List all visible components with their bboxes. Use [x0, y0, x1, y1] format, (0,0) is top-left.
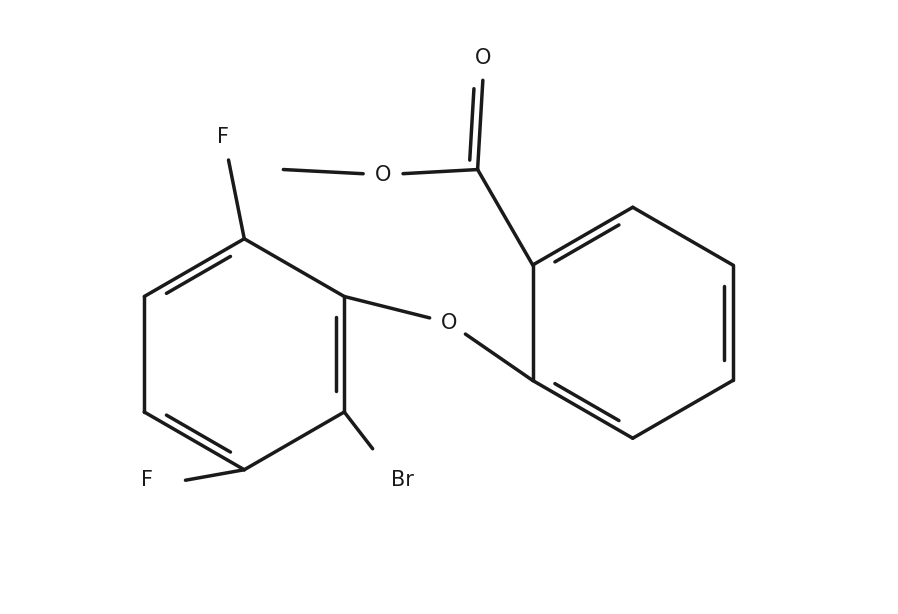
- Text: O: O: [375, 165, 392, 185]
- Text: Br: Br: [391, 470, 413, 490]
- Text: F: F: [217, 127, 229, 147]
- Text: O: O: [441, 313, 457, 333]
- Text: F: F: [141, 470, 153, 490]
- Text: O: O: [475, 49, 491, 68]
